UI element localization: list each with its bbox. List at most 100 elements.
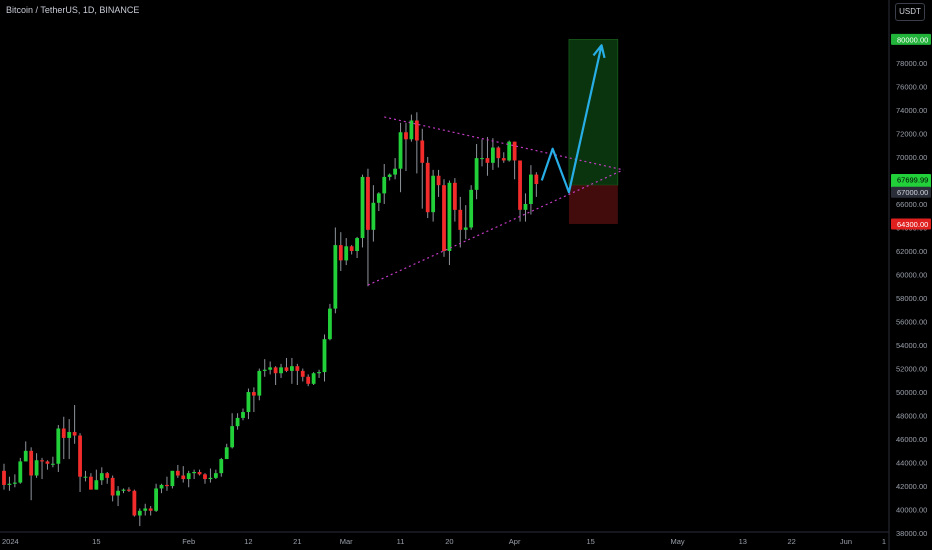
candle-up — [154, 488, 158, 511]
candle-up — [219, 459, 224, 474]
candle-up — [279, 367, 283, 374]
candle-up — [230, 426, 235, 448]
candle-up — [290, 366, 294, 371]
candle-down — [534, 174, 539, 184]
candle-up — [523, 203, 528, 210]
candle-up — [18, 461, 23, 483]
y-tick-label: 44000.00 — [896, 459, 927, 468]
candle-down — [496, 147, 501, 159]
candle-down — [436, 175, 441, 186]
candle-down — [295, 366, 300, 371]
candle-up — [12, 482, 17, 484]
x-tick-label: Apr — [509, 537, 521, 546]
candle-down — [175, 470, 180, 476]
x-tick-label: 21 — [293, 537, 301, 546]
x-tick-label: 22 — [787, 537, 795, 546]
y-tick-label: 70000.00 — [896, 153, 927, 162]
candle-down — [181, 475, 186, 480]
candle-up — [382, 176, 387, 194]
candle-up — [121, 489, 126, 491]
candle-down — [132, 490, 137, 516]
y-tick-label: 54000.00 — [896, 341, 927, 350]
candle-up — [262, 369, 267, 371]
y-tick-label: 42000.00 — [896, 482, 927, 491]
candle-up — [94, 480, 99, 490]
candle-up — [409, 120, 414, 140]
candle-down — [306, 376, 311, 384]
candle-down — [512, 141, 517, 161]
x-tick-label: 11 — [397, 537, 405, 546]
x-tick-label: Feb — [182, 537, 195, 546]
candle-up — [376, 193, 381, 203]
y-tick-label: 66000.00 — [896, 200, 927, 209]
candle-up — [317, 372, 321, 374]
candle-down — [284, 367, 289, 371]
candle-down — [366, 176, 370, 230]
candle-down — [273, 367, 278, 374]
candle-down — [203, 474, 207, 480]
candle-up — [507, 141, 512, 161]
y-tick-label: 72000.00 — [896, 129, 927, 138]
candle-up — [241, 412, 245, 418]
candle-down — [452, 182, 457, 210]
candle-up — [344, 246, 349, 261]
candle-up — [268, 367, 273, 370]
candle-up — [56, 428, 61, 464]
candle-up — [447, 182, 452, 251]
candle-up — [137, 510, 142, 516]
candle-down — [458, 209, 463, 230]
candle-up — [393, 168, 398, 175]
candle-down — [425, 162, 430, 213]
candle-down — [110, 477, 115, 496]
candle-down — [127, 489, 131, 491]
price-badge — [891, 186, 931, 198]
y-tick-label: 40000.00 — [896, 506, 927, 515]
candle-up — [50, 463, 55, 465]
triangle-upper-line — [384, 116, 624, 171]
projection-arrowhead — [592, 44, 606, 59]
x-tick-label: Jun — [840, 537, 852, 546]
candle-down — [485, 158, 490, 163]
candle-down — [89, 476, 93, 490]
price-badge-label: 80000.00 — [897, 35, 928, 44]
candle-down — [420, 140, 425, 163]
candle-down — [338, 245, 343, 261]
candle-down — [349, 246, 354, 251]
candle-up — [257, 370, 262, 396]
candle-up — [371, 202, 376, 230]
y-tick-label: 62000.00 — [896, 247, 927, 256]
x-tick-label: 15 — [586, 537, 594, 546]
x-tick-label: Mar — [340, 537, 353, 546]
candle-down — [251, 392, 256, 396]
y-tick-label: 38000.00 — [896, 529, 927, 538]
candle-up — [186, 473, 191, 480]
candle-down — [518, 160, 522, 210]
candle-up — [34, 460, 39, 476]
x-tick-label: 13 — [739, 537, 747, 546]
candle-down — [61, 428, 66, 438]
y-tick-label: 52000.00 — [896, 365, 927, 374]
candle-up — [170, 470, 175, 487]
x-tick-label: 15 — [92, 537, 100, 546]
candle-down — [45, 461, 50, 464]
price-badge-label: 67699.99 — [897, 175, 928, 184]
candle-up — [246, 392, 251, 413]
candle-down — [29, 450, 34, 476]
y-tick-label: 56000.00 — [896, 318, 927, 327]
candle-down — [300, 370, 305, 377]
candle-down — [78, 435, 82, 477]
y-tick-label: 48000.00 — [896, 412, 927, 421]
candle-up — [387, 174, 392, 177]
x-tick-label: 1 — [882, 537, 886, 546]
candle-up — [360, 176, 365, 239]
candle-down — [442, 185, 446, 251]
candle-up — [235, 417, 240, 427]
candle-up — [159, 484, 164, 489]
target-zone — [568, 39, 619, 186]
candle-up — [490, 147, 495, 163]
currency-button[interactable]: USDT — [895, 3, 925, 21]
candle-up — [463, 227, 468, 230]
candle-up — [474, 158, 479, 190]
candle-up — [398, 132, 403, 169]
